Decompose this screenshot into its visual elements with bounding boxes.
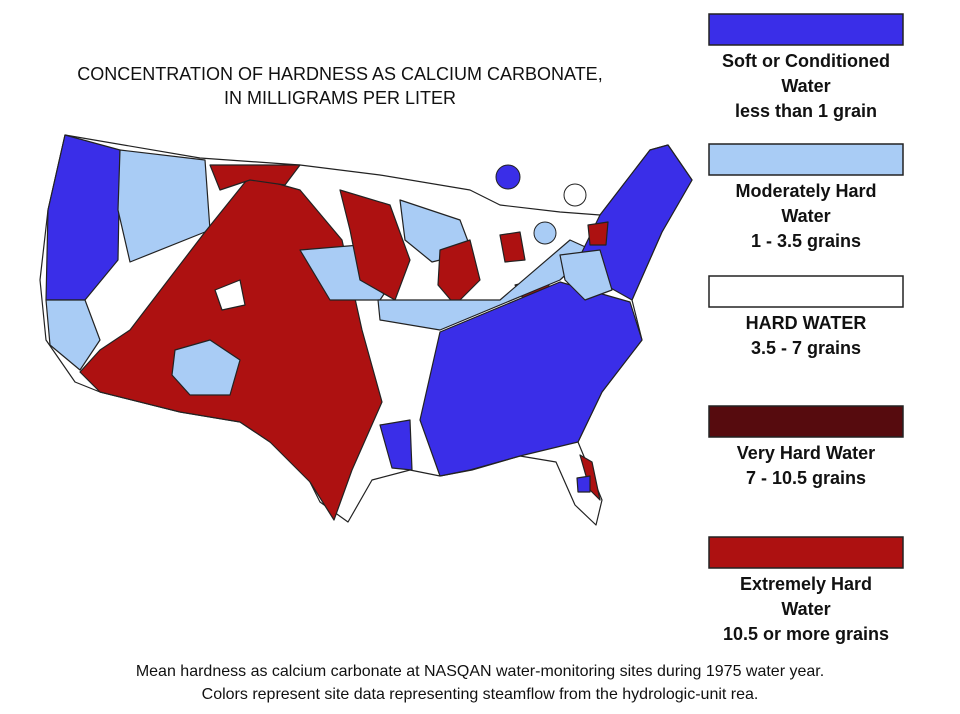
- legend-label: less than 1 grain: [735, 101, 877, 121]
- legend-swatch: [708, 536, 904, 569]
- legend-label: 3.5 - 7 grains: [751, 338, 861, 358]
- legend-label: Moderately Hard: [735, 181, 876, 201]
- legend-label: HARD WATER: [746, 313, 867, 333]
- map-title: CONCENTRATION OF HARDNESS AS CALCIUM CAR…: [77, 64, 602, 84]
- legend-label: Soft or Conditioned: [722, 51, 890, 71]
- legend-swatch: [708, 13, 904, 46]
- legend-label: Water: [781, 76, 830, 96]
- legend-label: Very Hard Water: [737, 443, 875, 463]
- legend-label: 7 - 10.5 grains: [746, 468, 866, 488]
- legend-swatch: [708, 143, 904, 176]
- legend-label: Extremely Hard: [740, 574, 872, 594]
- legend: Soft or Conditioned Water less than 1 grai…: [708, 13, 904, 644]
- caption: Mean hardness as calcium carbonate at NA…: [136, 663, 824, 680]
- us-map: [39, 134, 693, 526]
- legend-label: 10.5 or more grains: [723, 624, 889, 644]
- map-title: IN MILLIGRAMS PER LITER: [224, 88, 456, 108]
- legend-label: 1 - 3.5 grains: [751, 231, 861, 251]
- legend-swatch: [708, 275, 904, 308]
- legend-label: Water: [781, 206, 830, 226]
- caption: Colors represent site data representing …: [202, 686, 759, 703]
- legend-swatch: [708, 405, 904, 438]
- legend-label: Water: [781, 599, 830, 619]
